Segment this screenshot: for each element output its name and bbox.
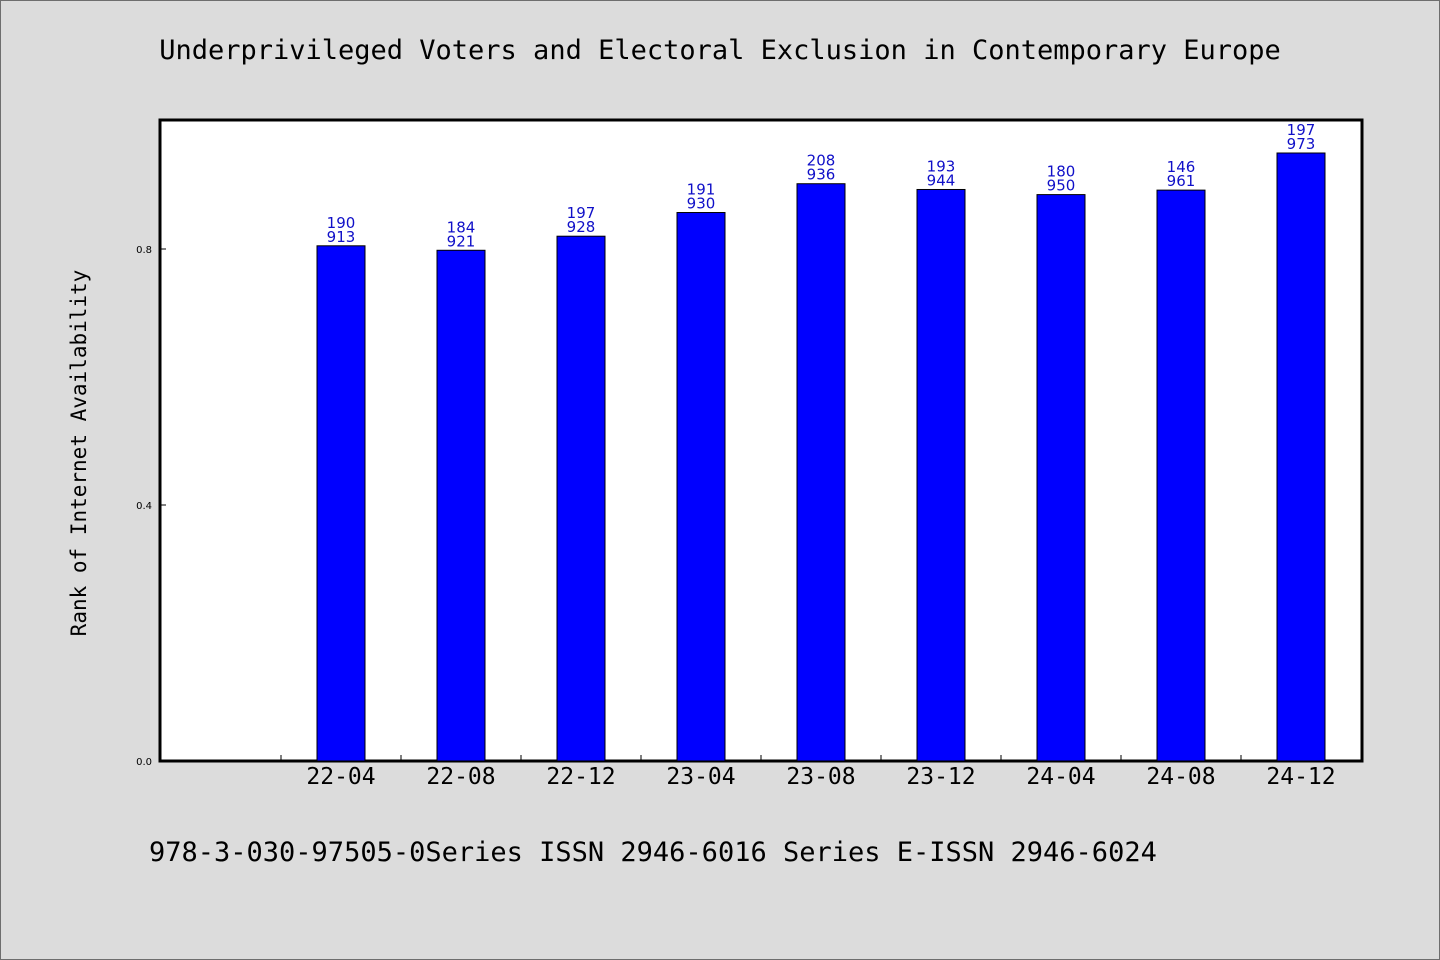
bar xyxy=(1036,194,1086,762)
x-tick-label: 23-04 xyxy=(666,764,735,790)
x-tick-label: 22-04 xyxy=(306,764,375,790)
bar-label-top: 180 xyxy=(1047,163,1076,181)
bar-label-bottom: 921 xyxy=(447,232,476,250)
y-tick-label: 0.0 xyxy=(136,757,152,768)
y-tick-label: 0.4 xyxy=(136,501,152,512)
y-axis: 0.0 0.4 0.8 xyxy=(136,245,166,768)
bar-label-bottom: 944 xyxy=(927,171,956,189)
bar-label-bottom: 973 xyxy=(1287,135,1316,153)
bar-label-top: 184 xyxy=(447,218,476,236)
bar xyxy=(556,235,606,762)
bar xyxy=(1156,189,1206,762)
x-tick-label: 24-04 xyxy=(1026,764,1095,790)
bar-label-bottom: 936 xyxy=(807,166,836,184)
bar-label-bottom: 930 xyxy=(687,195,716,213)
x-tick-label: 24-12 xyxy=(1266,764,1335,790)
bar xyxy=(316,245,366,762)
bar-label-top: 193 xyxy=(927,157,956,175)
bar xyxy=(1276,152,1326,762)
x-tick-label: 23-08 xyxy=(786,764,855,790)
bar xyxy=(436,249,486,762)
footer-isbn-text: 978-3-030-97505-0Series ISSN 2946-6016 S… xyxy=(149,837,1157,868)
bar-label-top: 191 xyxy=(687,181,716,199)
bar-label-top: 146 xyxy=(1167,158,1196,176)
y-tick-label: 0.8 xyxy=(136,245,152,256)
bar xyxy=(916,188,966,762)
bar-label-bottom: 961 xyxy=(1167,172,1196,190)
x-tick-label: 22-08 xyxy=(426,764,495,790)
bar-label-bottom: 950 xyxy=(1047,177,1076,195)
x-tick-label: 23-12 xyxy=(906,764,975,790)
bar-label-top: 208 xyxy=(807,152,836,170)
bar-label-bottom: 913 xyxy=(327,228,356,246)
bar xyxy=(796,183,846,762)
bar-label-bottom: 928 xyxy=(567,218,596,236)
bar-label-top: 190 xyxy=(327,214,356,232)
bar-label-top: 197 xyxy=(567,204,596,222)
x-tick-label: 24-08 xyxy=(1146,764,1215,790)
chart-title: Underprivileged Voters and Electoral Exc… xyxy=(159,35,1281,66)
bar-label-top: 197 xyxy=(1287,121,1316,139)
x-axis: 22-04 22-08 22-12 23-04 23-08 23-12 24-04 24-08… xyxy=(280,755,1362,790)
bar xyxy=(676,212,726,762)
x-tick-label: 22-12 xyxy=(546,764,615,790)
